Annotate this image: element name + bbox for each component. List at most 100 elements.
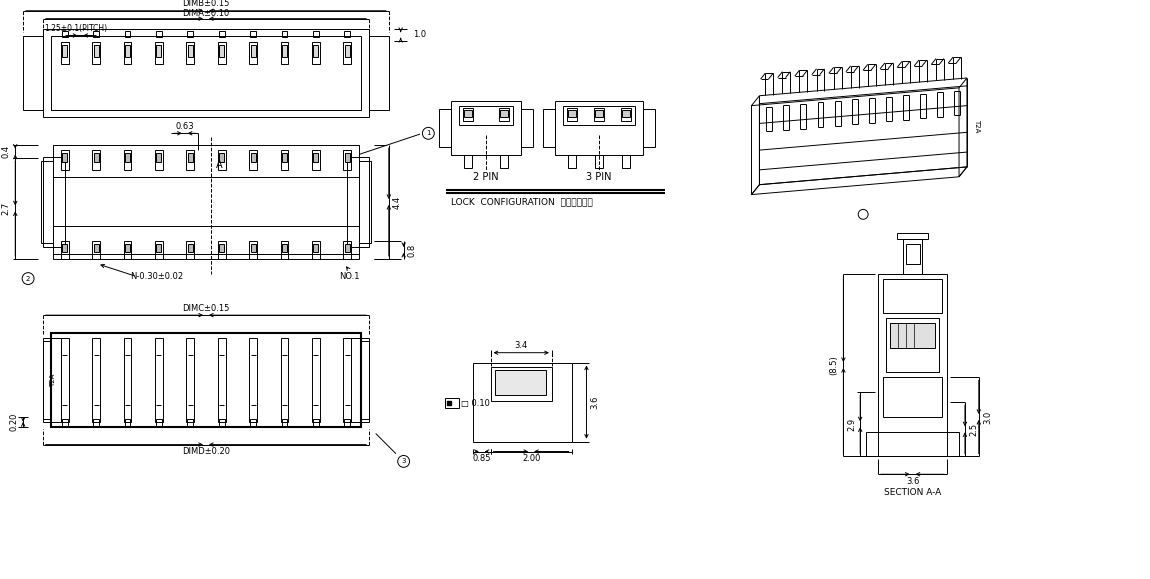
Bar [186, 150, 194, 170]
Text: 0.63: 0.63 [176, 122, 194, 131]
Bar [218, 419, 224, 427]
Bar [494, 371, 546, 395]
Bar [369, 36, 389, 109]
Bar [877, 274, 948, 456]
Bar [312, 150, 320, 170]
Bar [499, 108, 509, 122]
Bar [491, 367, 552, 401]
Bar [282, 244, 288, 252]
Bar [251, 45, 255, 57]
Bar [351, 338, 369, 422]
Bar [281, 338, 289, 422]
Bar [345, 153, 350, 162]
Bar [344, 31, 351, 38]
Text: DIMD±0.20: DIMD±0.20 [182, 447, 230, 456]
Bar [43, 157, 64, 247]
Bar [123, 241, 131, 259]
Text: 3.6: 3.6 [590, 395, 599, 409]
Bar [155, 241, 163, 259]
Bar [250, 338, 258, 422]
Bar [92, 150, 100, 170]
Bar [123, 150, 131, 170]
Text: DIMC±0.15: DIMC±0.15 [183, 304, 230, 313]
Bar [897, 233, 928, 239]
Bar [220, 45, 224, 57]
Bar [156, 45, 161, 57]
Bar [313, 31, 319, 38]
Bar [312, 42, 320, 64]
Bar [93, 31, 99, 38]
Bar [124, 31, 130, 38]
Bar [313, 419, 319, 427]
Bar [890, 323, 935, 348]
Bar [282, 45, 288, 57]
Text: LOCK  CONFIGURATION  （锁扔结构）: LOCK CONFIGURATION （锁扔结构） [451, 197, 593, 206]
Bar [359, 161, 371, 243]
Bar [62, 419, 68, 427]
Bar [218, 31, 224, 38]
Bar [156, 244, 161, 252]
Text: 3: 3 [401, 459, 406, 464]
Bar [463, 155, 472, 168]
Bar [282, 31, 288, 38]
Bar [251, 31, 256, 38]
Bar [886, 318, 940, 372]
Bar [463, 108, 473, 122]
Bar [500, 109, 508, 118]
Bar [187, 419, 193, 427]
Bar [217, 42, 225, 64]
Bar [93, 153, 99, 162]
Bar [622, 155, 630, 168]
Bar [187, 31, 193, 38]
Bar [156, 153, 161, 162]
Bar [251, 153, 255, 162]
Bar [187, 153, 193, 162]
Text: 3 PIN: 3 PIN [586, 172, 612, 182]
Bar [250, 241, 258, 259]
Bar [906, 244, 920, 264]
Text: (8.5): (8.5) [829, 355, 838, 375]
Bar [903, 239, 922, 274]
Bar [92, 241, 100, 259]
Bar [312, 241, 320, 259]
Text: 2.5: 2.5 [969, 423, 979, 436]
Bar [281, 42, 289, 64]
Bar [344, 42, 351, 64]
Bar [217, 150, 225, 170]
Bar [593, 108, 604, 122]
Bar [62, 244, 67, 252]
Bar [23, 36, 43, 109]
Bar [281, 241, 289, 259]
Bar [220, 153, 224, 162]
Bar [187, 244, 193, 252]
Bar [155, 150, 163, 170]
Bar [344, 338, 351, 422]
Bar [250, 42, 258, 64]
Bar [595, 155, 603, 168]
Bar [500, 155, 508, 168]
Bar [53, 177, 359, 226]
Bar [186, 241, 194, 259]
Bar [124, 419, 130, 427]
Bar [314, 244, 319, 252]
Text: DIMA±0.10: DIMA±0.10 [183, 9, 230, 18]
Bar [217, 241, 225, 259]
Text: 0.4: 0.4 [2, 145, 10, 157]
Bar [92, 42, 100, 64]
Bar [473, 362, 572, 442]
Bar [281, 150, 289, 170]
Bar [123, 338, 131, 422]
Bar [562, 105, 635, 126]
Bar [125, 45, 130, 57]
Bar [51, 333, 361, 427]
Bar [125, 244, 130, 252]
Bar [521, 109, 534, 147]
Text: 0.8: 0.8 [407, 243, 416, 256]
Bar [361, 341, 369, 419]
Text: NO.1: NO.1 [339, 272, 360, 281]
Bar [51, 36, 361, 109]
Bar [282, 419, 288, 427]
Bar [543, 109, 554, 147]
Text: SECTION A-A: SECTION A-A [884, 488, 941, 497]
Bar [621, 108, 631, 122]
